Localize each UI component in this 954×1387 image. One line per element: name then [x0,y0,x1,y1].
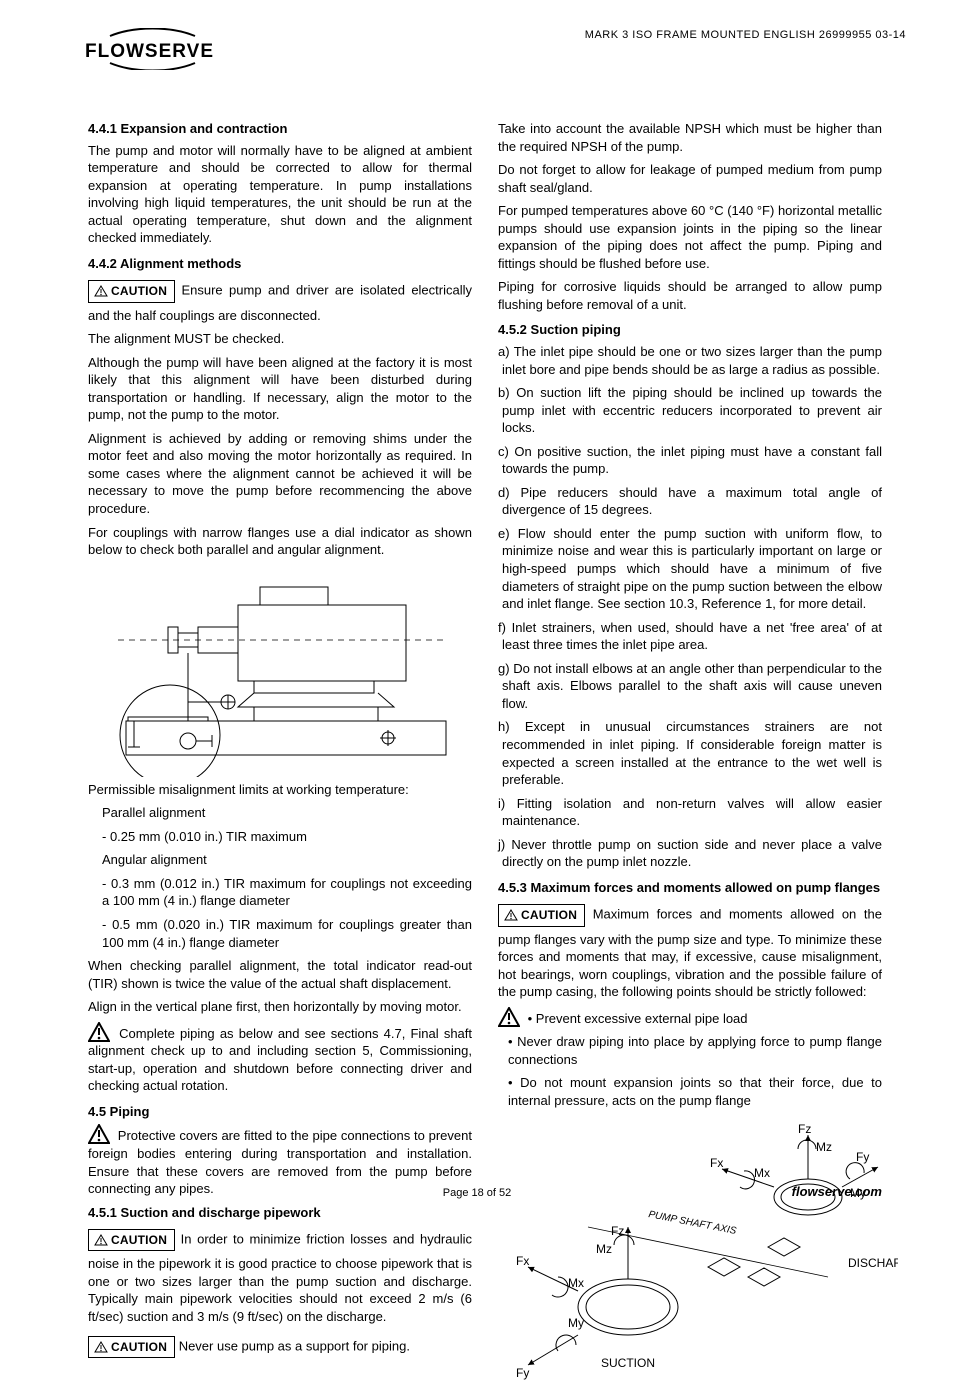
tir-par: Parallel alignment [102,805,205,820]
para: Complete piping as below and see section… [88,1022,472,1095]
doc-code: MARK 3 ISO FRAME MOUNTED ENGLISH 2699995… [585,28,906,43]
label-shaft-axis: PUMP SHAFT AXIS [647,1210,737,1238]
para: Take into account the available NPSH whi… [498,120,882,155]
label-mx: Mx [568,1276,584,1290]
caution-badge: CAUTION [498,904,585,926]
caution-badge: CAUTION [88,280,175,302]
heading-4-4-2: 4.4.2 Alignment methods [88,255,472,273]
caution-line: CAUTION Maximum forces and moments allow… [498,900,882,1000]
caution-badge: CAUTION [88,1229,175,1251]
warning-triangle-icon [88,1026,119,1041]
caution-line: CAUTION Ensure pump and driver are isola… [88,276,472,324]
heading-4-5-3: 4.5.3 Maximum forces and moments allowed… [498,879,882,897]
para: • Prevent excessive external pipe load [498,1007,882,1028]
label-mz: Mz [816,1140,832,1154]
label-mx: Mx [754,1166,770,1180]
para: Align in the vertical plane first, then … [88,998,472,1016]
forces-diagram: Fz Fy Fx Mz Mx My Fz [498,1117,882,1387]
list-item: f) Inlet strainers, when used, should ha… [502,619,882,654]
para: Do not forget to allow for leakage of pu… [498,161,882,196]
tir-label: Permissible misalignment limits at worki… [88,781,472,799]
right-column: Take into account the available NPSH whi… [498,120,882,1155]
logo-text: FLOWSERVE [85,39,214,65]
list-item: c) On positive suction, the inlet piping… [502,443,882,478]
label-fy: Fy [856,1150,869,1164]
warning-triangle-icon [88,1128,118,1143]
heading-4-5-2: 4.5.2 Suction piping [498,321,882,339]
list-item: a) The inlet pipe should be one or two s… [502,343,882,378]
list-item: b) On suction lift the piping should be … [502,384,882,437]
para: When checking parallel alignment, the to… [88,957,472,992]
heading-4-5: 4.5 Piping [88,1103,472,1121]
para: The pump and motor will normally have to… [88,142,472,247]
label-discharge: DISCHARGE [848,1256,898,1270]
list-item: i) Fitting isolation and non-return valv… [502,795,882,830]
caution-label: CAUTION [521,908,577,922]
para: Although the pump will have been aligned… [88,354,472,424]
para: Protective covers are fitted to the pipe… [88,1124,472,1197]
label-fx: Fx [710,1156,723,1170]
tir-ang-val2: - 0.5 mm (0.020 in.) TIR maximum for cou… [102,916,472,951]
alignment-figure [88,567,472,777]
caution-line: CAUTION In order to minimize friction lo… [88,1225,472,1325]
tir-par-val: - 0.25 mm (0.010 in.) TIR maximum [102,828,472,846]
caution-line: CAUTION Never use pump as a support for … [88,1332,472,1362]
para: Alignment is achieved by adding or remov… [88,430,472,518]
label-my: My [568,1316,584,1330]
list-item: j) Never throttle pump on suction side a… [502,836,882,871]
bullet: • Do not mount expansion joints so that … [508,1074,882,1109]
label-mz: Mz [596,1242,612,1256]
site-footer: flowserve.com [792,1183,882,1201]
heading-4-5-1: 4.5.1 Suction and discharge pipework [88,1204,472,1222]
caution-label: CAUTION [111,1233,167,1247]
list-item: e) Flow should enter the pump suction wi… [502,525,882,613]
heading-4-4-1: 4.4.1 Expansion and contraction [88,120,472,138]
list-item: g) Do not install elbows at an angle oth… [502,660,882,713]
para: Piping for corrosive liquids should be a… [498,278,882,313]
caution-badge: CAUTION [88,1336,175,1358]
page-number: Page 18 of 52 [443,1186,512,1201]
label-fx: Fx [516,1254,529,1268]
label-fz: Fz [611,1224,624,1238]
tir-ang-val: - 0.3 mm (0.012 in.) TIR maximum for cou… [102,875,472,910]
list-item: d) Pipe reducers should have a maximum t… [502,484,882,519]
label-suction: SUCTION [601,1356,655,1370]
list-item: h) Except in unusual circumstances strai… [502,718,882,788]
caution-label: CAUTION [111,1340,167,1354]
brand-logo: FLOWSERVE [85,28,215,75]
tir-ang: Angular alignment [102,852,207,867]
para: For couplings with narrow flanges use a … [88,524,472,559]
para: For pumped temperatures above 60 °C (140… [498,202,882,272]
label-fy: Fy [516,1366,529,1380]
caution-label: CAUTION [111,284,167,298]
label-fz: Fz [798,1122,811,1136]
para: The alignment MUST be checked. [88,330,472,348]
bullet: • Never draw piping into place by applyi… [508,1033,882,1068]
left-column: 4.4.1 Expansion and contraction The pump… [88,120,472,1155]
warning-triangle-icon [498,1011,528,1026]
